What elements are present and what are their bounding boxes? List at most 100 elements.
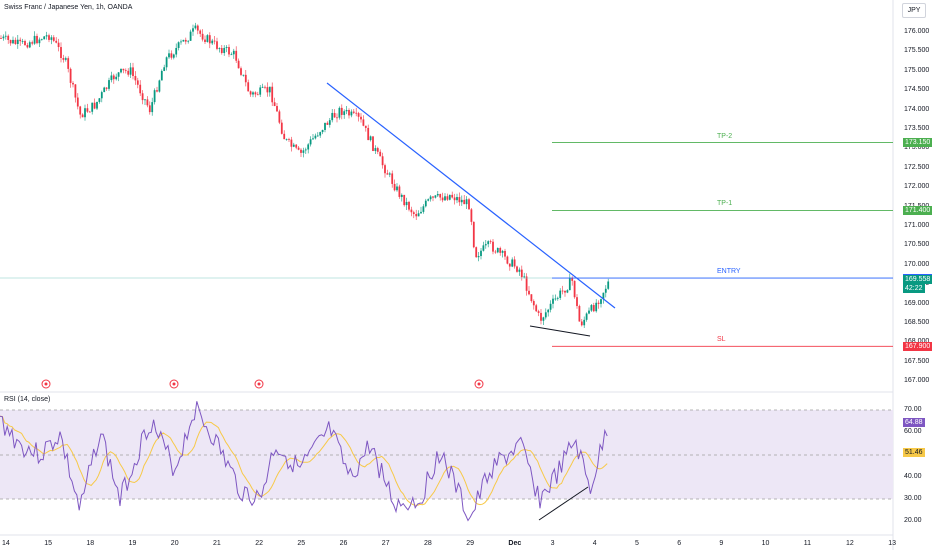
current-price-tag: 169.558 [903, 275, 932, 284]
candle-body [415, 214, 418, 217]
candle-body [115, 76, 118, 80]
candle-body [400, 194, 403, 197]
candle-body [372, 136, 374, 151]
currency-button[interactable]: JPY [902, 3, 926, 18]
candle-body [439, 193, 442, 198]
candle-body [247, 82, 250, 92]
candle-body [424, 200, 427, 207]
candle-body [364, 125, 367, 128]
candle-body [194, 25, 197, 29]
candle-body [592, 305, 595, 312]
candle-body [122, 68, 125, 71]
candle-body [187, 40, 190, 42]
candle-body [256, 94, 259, 96]
candle-body [136, 80, 139, 85]
candle-body [604, 288, 607, 293]
candle-body [429, 196, 432, 200]
time-label: 12 [846, 540, 854, 547]
candle-body [232, 50, 235, 55]
candle-body [156, 90, 158, 92]
time-label: 5 [635, 540, 639, 547]
event-icon-dot [477, 382, 481, 386]
candle-body [4, 35, 7, 37]
descending-trendline[interactable] [326, 82, 616, 309]
candle-body [98, 98, 101, 102]
candle-body [206, 35, 209, 42]
candle-body [168, 53, 170, 58]
candle-body [520, 269, 523, 278]
rsi-tick-label: 40.00 [904, 472, 922, 480]
candle-body [360, 116, 362, 120]
candle-body [158, 80, 161, 92]
candle-body [139, 84, 142, 94]
candle-body [321, 129, 324, 133]
candle-body [412, 212, 415, 215]
candle-body [367, 127, 370, 141]
candle-body [441, 197, 444, 201]
candle-body [484, 244, 487, 246]
candle-body [391, 173, 394, 184]
candle-body [465, 199, 468, 205]
time-label: 27 [381, 540, 390, 547]
candle-body [432, 196, 434, 198]
rsi-band [0, 410, 893, 499]
rsi-tick-label: 70.00 [904, 406, 922, 413]
rsi-tick-label: 30.00 [904, 495, 922, 502]
price-tick-label: 175.000 [904, 66, 930, 74]
candle-body [81, 114, 84, 118]
price-tick-label: 170.500 [904, 241, 930, 249]
candle-body [583, 319, 586, 326]
candle-body [268, 86, 271, 93]
candle-body [259, 87, 262, 95]
candle-body [446, 196, 449, 200]
candle-body [326, 122, 329, 125]
candle-body [564, 290, 566, 293]
candle-body [204, 39, 206, 42]
candle-body [36, 35, 38, 44]
candle-body [511, 259, 514, 267]
price-divergence-line[interactable] [529, 325, 591, 337]
time-label: 14 [2, 540, 10, 547]
candle-body [240, 68, 242, 75]
candle-body [0, 38, 2, 39]
candle-body [244, 74, 247, 83]
candle-body [264, 86, 266, 88]
candle-body [350, 111, 353, 116]
candle-body [43, 36, 46, 40]
candle-body [376, 148, 379, 152]
candle-body [278, 111, 281, 123]
candle-body [288, 139, 290, 140]
price-tick-label: 167.000 [904, 377, 930, 385]
rsi-divergence-line[interactable] [538, 486, 589, 521]
candle-body [506, 256, 509, 264]
time-label: 20 [170, 540, 179, 547]
candle-body [568, 277, 571, 291]
event-icon-dot [172, 382, 176, 386]
candle-body [434, 195, 437, 198]
event-icon-dot [44, 382, 48, 386]
candle-body [283, 133, 286, 140]
candle-body [384, 165, 386, 174]
candle-body [379, 151, 382, 157]
candle-body [552, 298, 554, 304]
candle-body [540, 312, 542, 321]
candle-body [307, 144, 310, 150]
candle-body [67, 58, 70, 69]
time-label: 9 [719, 540, 724, 547]
candle-body [309, 139, 312, 145]
candle-body [393, 183, 396, 191]
candle-body [201, 33, 204, 40]
candle-body [324, 122, 326, 130]
candle-body [108, 80, 110, 89]
candle-body [453, 197, 456, 201]
candle-body [290, 139, 293, 147]
candle-body [448, 194, 451, 200]
candle-body [600, 299, 602, 304]
candle-body [576, 297, 578, 307]
candle-body [151, 102, 154, 113]
candle-body [213, 40, 216, 42]
candle-body [182, 39, 185, 42]
level-price-tag: 171.400 [903, 205, 932, 215]
candle-body [468, 199, 470, 210]
